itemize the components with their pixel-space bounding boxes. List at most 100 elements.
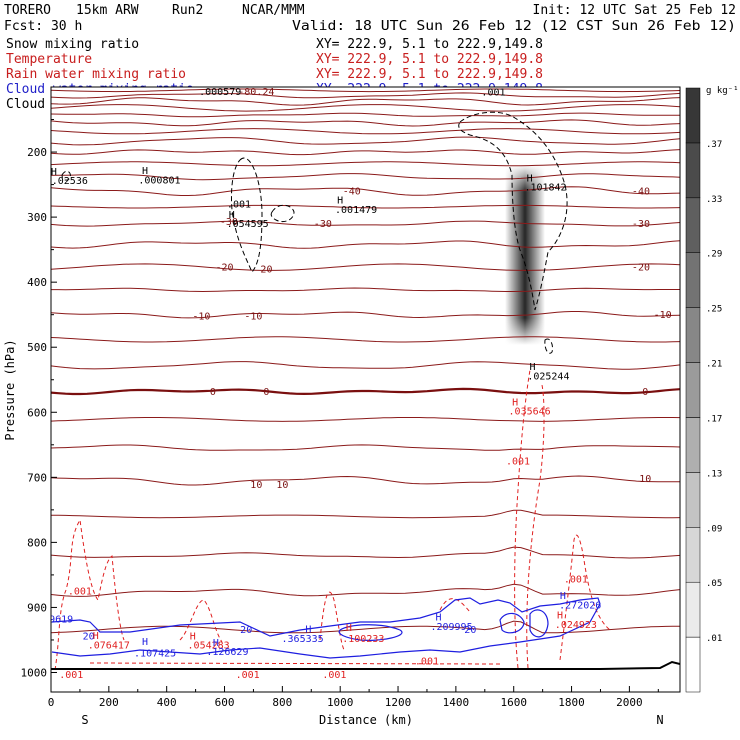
maximum-marker: H [436, 613, 442, 624]
maximum-value: .101842 [524, 183, 566, 194]
maximum-value: .107425 [134, 648, 176, 659]
colorbar-tick-label: .21 [706, 360, 722, 370]
contour-label: .001 [481, 88, 505, 99]
cloud-ice-contour [544, 338, 553, 354]
isotherm [51, 173, 680, 181]
isotherm [51, 128, 680, 135]
y-axis: 200 300 400 500 600 700 800 900 1000 [21, 119, 57, 679]
legend-xy: XY= 222.9, 5.1 to 222.9,149.8 [316, 52, 543, 67]
contour-label: .001 [322, 670, 346, 681]
plot-frame [50, 86, 681, 693]
colorbar-box [685, 636, 701, 693]
isotherm [51, 583, 680, 597]
x-tick-label: 1800 [558, 696, 585, 709]
cloud-water-contours [51, 597, 601, 659]
header-org: NCAR/MMM [242, 3, 305, 18]
y-tick-label: 500 [27, 341, 47, 354]
maximum-marker: H [51, 167, 57, 178]
rain-water-contour [319, 591, 345, 651]
contour-label: .001 [564, 574, 588, 585]
x-tick-label: 1200 [385, 696, 412, 709]
y-tick-label: 800 [27, 536, 47, 549]
rain-water-contour [559, 534, 611, 661]
cloud-water-contour [499, 612, 525, 634]
cloud-ice-contour [270, 204, 295, 223]
contour-label: 0 [210, 387, 216, 398]
colorbar-box [685, 197, 701, 253]
x-tick-label: 200 [99, 696, 119, 709]
header-valid: Valid: 18 UTC Sun 26 Feb 12 (12 CST Sun … [292, 19, 736, 34]
x-tick-label: 1400 [443, 696, 470, 709]
contour-label: -20 [632, 263, 650, 274]
isotherm [51, 620, 680, 634]
contour-label: 20 [240, 625, 252, 636]
isotherm [51, 361, 680, 370]
maximum-marker: H [529, 362, 535, 373]
header: TORERO 15km ARW Run2 NCAR/MMM Init: 12 U… [4, 3, 736, 34]
isotherm [51, 311, 680, 319]
contour-label: 20 [464, 625, 476, 636]
header-resolution: 15km ARW [76, 3, 139, 18]
colorbar-box [685, 252, 701, 308]
cloud-ice-contours [61, 111, 568, 354]
maximum-value: .025244 [527, 371, 569, 382]
colorbar-box [685, 142, 701, 199]
colorbar-box [685, 417, 701, 473]
maximum-value: .209995 [430, 622, 472, 633]
colorbar: .01 .05 .09 .13 .17 .21 .25 .29 .33 .37 [685, 87, 722, 693]
contour-label: 0 [642, 387, 648, 398]
contour-label: .001 [236, 670, 260, 681]
cloud-water-contour [529, 609, 549, 638]
contour-label: -40 [343, 187, 361, 198]
maximum-marker: H [346, 623, 352, 634]
x-axis-right-label: N [656, 713, 663, 727]
colorbar-box [685, 581, 701, 638]
maximum-marker: H [213, 638, 219, 649]
isotherm [51, 336, 680, 343]
x-tick-label: 1600 [500, 696, 527, 709]
isotherm [51, 444, 680, 451]
maximum-value: .035646 [509, 406, 551, 417]
colorbar-tick-label: .37 [706, 140, 722, 150]
legend-label: Rain water mixing ratio [6, 67, 186, 82]
y-tick-label: 200 [27, 146, 47, 159]
legend-label: Temperature [6, 52, 92, 67]
y-tick-label: 400 [27, 276, 47, 289]
colorbar-box [685, 87, 701, 144]
y-tick-label: 700 [27, 471, 47, 484]
rain-water-contour [54, 518, 125, 671]
isotherm [51, 136, 680, 146]
terrain-line [51, 660, 680, 670]
isotherm [51, 204, 680, 209]
x-tick-label: 400 [157, 696, 177, 709]
maximum-marker: H [527, 174, 533, 185]
maximum-value: .100233 [342, 634, 384, 645]
header-run: Run2 [172, 3, 203, 18]
isotherm [51, 119, 680, 127]
x-tick-label: 600 [215, 696, 235, 709]
contour-label: .001 [68, 587, 92, 598]
maximum-value: .076417 [88, 641, 130, 652]
colorbar-tick-label: .25 [706, 305, 722, 315]
y-tick-label: 900 [27, 601, 47, 614]
maximum-marker: H [229, 210, 235, 221]
header-model: TORERO [4, 3, 51, 18]
isotherm [51, 263, 680, 271]
isotherm [51, 287, 680, 293]
contour-label: .001 [59, 670, 83, 681]
cloud-water-contour [338, 624, 403, 641]
contour-labels: -80.24 -40 -40 -30 -30 -30 -20 20 -20 -10 -10 -10 0 0… [49, 79, 672, 681]
isotherm [51, 149, 680, 156]
rain-water-contour [514, 369, 531, 669]
contour-label: -20 [215, 263, 233, 274]
colorbar-tick-label: .05 [706, 579, 722, 589]
contour-label: 10 [250, 480, 262, 491]
contour-label: -80.24 [238, 87, 274, 98]
maximum-marker: H [198, 79, 204, 90]
colorbar-tick-label: .33 [706, 195, 722, 205]
contour-label: .001 [415, 656, 439, 667]
maximum-marker: H [557, 611, 563, 622]
isotherm [51, 240, 680, 249]
maximum-value: 9619 [49, 615, 73, 626]
colorbar-box [685, 362, 701, 418]
